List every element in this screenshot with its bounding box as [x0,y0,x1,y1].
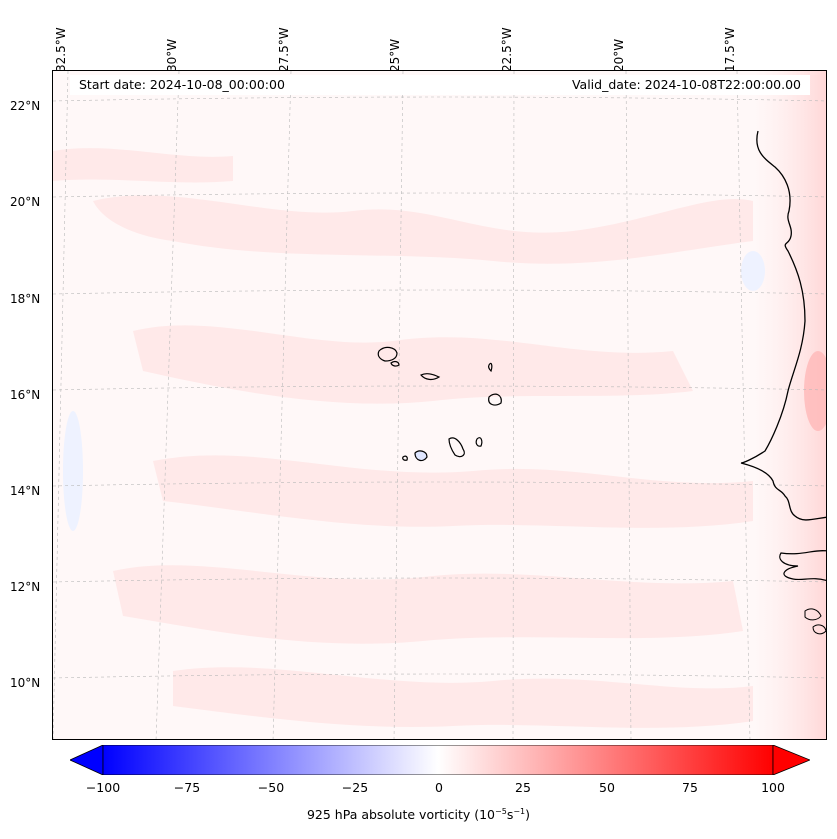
lon-label-30w: 30°W [165,38,179,72]
island-sao-vicente [390,360,400,367]
header-strip [70,75,810,95]
lon-label-32-5w: 32.5°W [54,27,68,72]
island-maio [475,437,483,447]
cape-verde-islands [377,346,502,462]
valid-date-text: Valid_date: 2024-10-08T22:00:00.00 [571,77,801,92]
coastline-guinea [779,550,826,582]
cb-tick-100: 100 [761,780,785,795]
start-date-text: Start date: 2024-10-08_00:00:00 [79,77,285,92]
island-sal [488,362,493,373]
cb-tick-25: 25 [515,780,531,795]
lon-label-25w: 25°W [388,38,402,72]
colorbar-label-mid: s [506,807,514,823]
lat-label-22n: 22°N [10,99,41,113]
lon-label-22-5w: 22.5°W [500,27,514,72]
negative-vorticity-patches [63,251,765,531]
vorticity-field-map [53,71,826,739]
colorbar-left-arrow [69,744,104,776]
map-panel[interactable] [52,70,827,740]
cb-tick-neg50: −50 [257,780,285,795]
cb-tick-neg25: −25 [341,780,369,795]
lat-label-20n: 20°N [10,195,41,209]
vorticity-contours [53,148,753,728]
colorbar-label-end: ) [525,807,531,823]
coastline-islands-bijagos [804,608,826,635]
cb-tick-75: 75 [682,780,698,795]
cb-tick-50: 50 [599,780,615,795]
colorbar [69,744,812,776]
island-brava [402,455,408,461]
lat-label-12n: 12°N [10,580,41,594]
lon-label-27-5w: 27.5°W [277,27,291,72]
lat-label-18n: 18°N [10,292,41,306]
island-fogo [414,450,428,462]
cb-tick-0: 0 [435,780,443,795]
island-santo-antao [377,346,398,362]
island-boa-vista [488,393,502,406]
colorbar-label-exp1: −5 [495,807,507,816]
colorbar-right-arrow [772,744,812,776]
cb-tick-neg100: −100 [85,780,121,795]
colorbar-graphic [69,744,812,776]
vorticity-maximum-coast [804,351,826,431]
lat-label-14n: 14°N [10,484,41,498]
lon-label-20w: 20°W [612,38,626,72]
lat-label-16n: 16°N [10,388,41,402]
island-santiago [448,437,465,458]
colorbar-label-main: 925 hPa absolute vorticity (10 [306,807,496,823]
island-sao-nicolau [420,373,441,381]
lon-label-17-5w: 17.5°W [723,27,737,72]
cb-tick-neg75: −75 [173,780,201,795]
african-coastline [740,130,826,521]
colorbar-body [102,744,774,776]
lat-label-10n: 10°N [10,676,41,690]
graticule [53,71,826,739]
colorbar-label-exp2: −1 [513,807,526,816]
colorbar-label: 925 hPa absolute vorticity (10−5s−1) [0,808,837,822]
